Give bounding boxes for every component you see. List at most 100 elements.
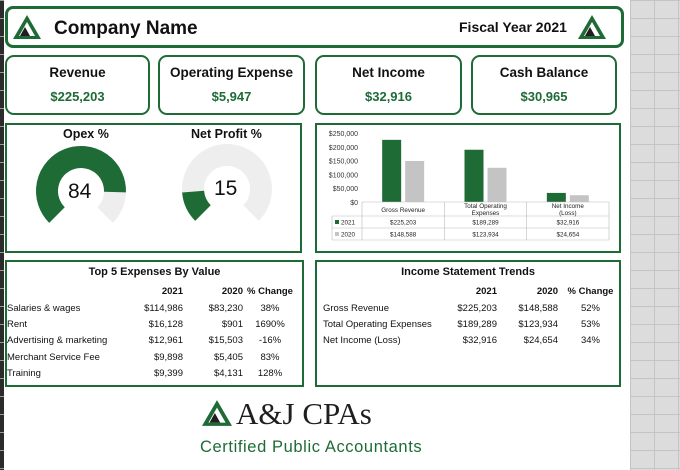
table-row-label: Rent [7, 319, 28, 331]
table-cell: $15,503 [208, 335, 243, 347]
x-category-label: Net Income [552, 203, 585, 210]
fiscal-year: Fiscal Year 2021 [459, 19, 567, 35]
table-cell: 34% [580, 335, 600, 347]
table-cell: $83,230 [208, 303, 243, 314]
bar-2020-2 [569, 195, 589, 202]
table-cell: $901 [221, 319, 243, 331]
gauge-title-net-profit: Net Profit % [191, 127, 262, 141]
table-cell: 83% [260, 351, 280, 363]
table-header-cell: 2021 [161, 286, 183, 297]
brand-tagline: Certified Public Accountants [200, 438, 423, 456]
table-row-label: Net Income (Loss) [323, 335, 401, 347]
gauge-value-opex: 84 [68, 180, 92, 203]
y-tick-label: $150,000 [329, 159, 358, 166]
data-label: $148,588 [390, 232, 417, 239]
table-cell: $189,289 [457, 319, 497, 331]
y-tick-label: $0 [350, 200, 358, 207]
y-tick-label: $100,000 [329, 172, 358, 179]
table-header-cell: % Change [247, 286, 293, 297]
income-title: Income Statement Trends [401, 266, 535, 278]
data-label: $123,934 [472, 232, 499, 239]
table-row-label: Gross Revenue [323, 303, 390, 314]
table-cell: 38% [260, 303, 280, 314]
chart-panel: $0 $50,000 $100,000 $150,000 $200,000 $250,00… [315, 123, 621, 253]
x-category-label: Gross Revenue [381, 207, 425, 214]
data-label: $225,203 [390, 220, 417, 227]
table-cell: $12,961 [148, 335, 183, 347]
kpi-cash-balance: Cash Balance $30,965 [471, 55, 617, 115]
brand-logo-icon [202, 400, 232, 426]
table-cell: $32,916 [462, 335, 497, 347]
bar-2020-0 [405, 160, 425, 202]
table-header-cell: 2021 [475, 286, 497, 297]
expenses-title: Top 5 Expenses By Value [88, 266, 221, 278]
bar-2021-1 [464, 149, 484, 202]
gauges-svg [36, 144, 272, 223]
bar-2021-2 [546, 192, 566, 202]
company-logo-icon [13, 15, 41, 39]
income-panel: Income Statement Trends 2021 2020 % Change… [315, 260, 621, 387]
table-cell: $148,588 [518, 303, 558, 314]
brand-name: A&J CPAs [236, 396, 372, 431]
table-cell: $5,405 [213, 351, 243, 363]
table-header-cell: % Change [567, 286, 614, 297]
gauge-fill-net-profit [182, 190, 212, 221]
kpi-value: $32,916 [365, 89, 412, 104]
table-row-label: Advertising & marketing [7, 335, 108, 347]
legend-swatch-2021 [335, 220, 339, 224]
legend-label-2021: 2021 [341, 220, 356, 227]
table-row-label: Total Operating Expenses [323, 319, 432, 331]
table-row-label: Merchant Service Fee [7, 351, 100, 363]
expenses-panel: Top 5 Expenses By Value 2021 2020 % Change… [5, 260, 304, 387]
data-label: $32,916 [556, 220, 579, 227]
kpi-label: Net Income [352, 65, 425, 80]
kpi-operating-expense: Operating Expense $5,947 [158, 55, 305, 115]
row-ticks [0, 0, 4, 470]
spreadsheet-grid-background [630, 0, 680, 470]
brand-footer: A&J CPAs Certified Public Accountants [200, 396, 440, 460]
table-cell: 53% [580, 319, 600, 331]
gauge-value-net-profit: 15 [214, 177, 238, 200]
kpi-value: $225,203 [50, 89, 105, 104]
table-cell: $225,203 [457, 303, 497, 314]
table-cell: 1690% [255, 319, 285, 331]
gauges-panel: Opex % Net Profit % 84 15 [5, 123, 302, 253]
gauge-title-opex: Opex % [63, 127, 109, 141]
table-cell: $123,934 [518, 319, 558, 331]
table-header-cell: 2020 [536, 286, 558, 297]
x-category-label: Total Operating [464, 203, 507, 210]
table-row-label: Training [7, 367, 41, 379]
kpi-label: Revenue [49, 65, 106, 80]
kpi-value: $30,965 [520, 89, 568, 104]
kpi-revenue: Revenue $225,203 [5, 55, 150, 115]
data-label: $189,289 [472, 220, 499, 227]
x-category-label: (Loss) [559, 210, 577, 217]
company-name: Company Name [54, 18, 198, 39]
bar-2021-0 [382, 139, 402, 202]
legend-swatch-2020 [335, 232, 339, 236]
table-cell: $24,654 [523, 335, 558, 347]
table-cell: 52% [580, 303, 600, 314]
y-tick-label: $200,000 [329, 145, 358, 152]
kpi-label: Operating Expense [169, 65, 294, 80]
data-label: $24,654 [556, 232, 579, 239]
table-cell: -16% [258, 335, 282, 347]
y-tick-label: $250,000 [329, 131, 358, 138]
kpi-value: $5,947 [211, 89, 252, 104]
table-cell: $9,399 [153, 367, 183, 379]
x-category-label: Expenses [472, 210, 500, 217]
table-cell: $4,131 [213, 367, 243, 379]
table-header-cell: 2020 [221, 286, 243, 297]
header-bar: Company Name Fiscal Year 2021 [5, 6, 624, 48]
gauge-fill-opex [36, 146, 126, 223]
y-tick-label: $50,000 [333, 186, 358, 193]
company-logo-icon-right [578, 15, 606, 39]
legend-label-2020: 2020 [341, 232, 356, 239]
table-cell: $9,898 [153, 351, 183, 363]
kpi-label: Cash Balance [499, 65, 589, 80]
table-cell: 128% [257, 367, 283, 379]
bar-chart: $0 $50,000 $100,000 $150,000 $200,000 $250,00… [329, 131, 610, 241]
bar-2020-1 [487, 167, 507, 202]
table-row-label: Salaries & wages [7, 303, 81, 314]
table-cell: $114,986 [144, 303, 183, 314]
